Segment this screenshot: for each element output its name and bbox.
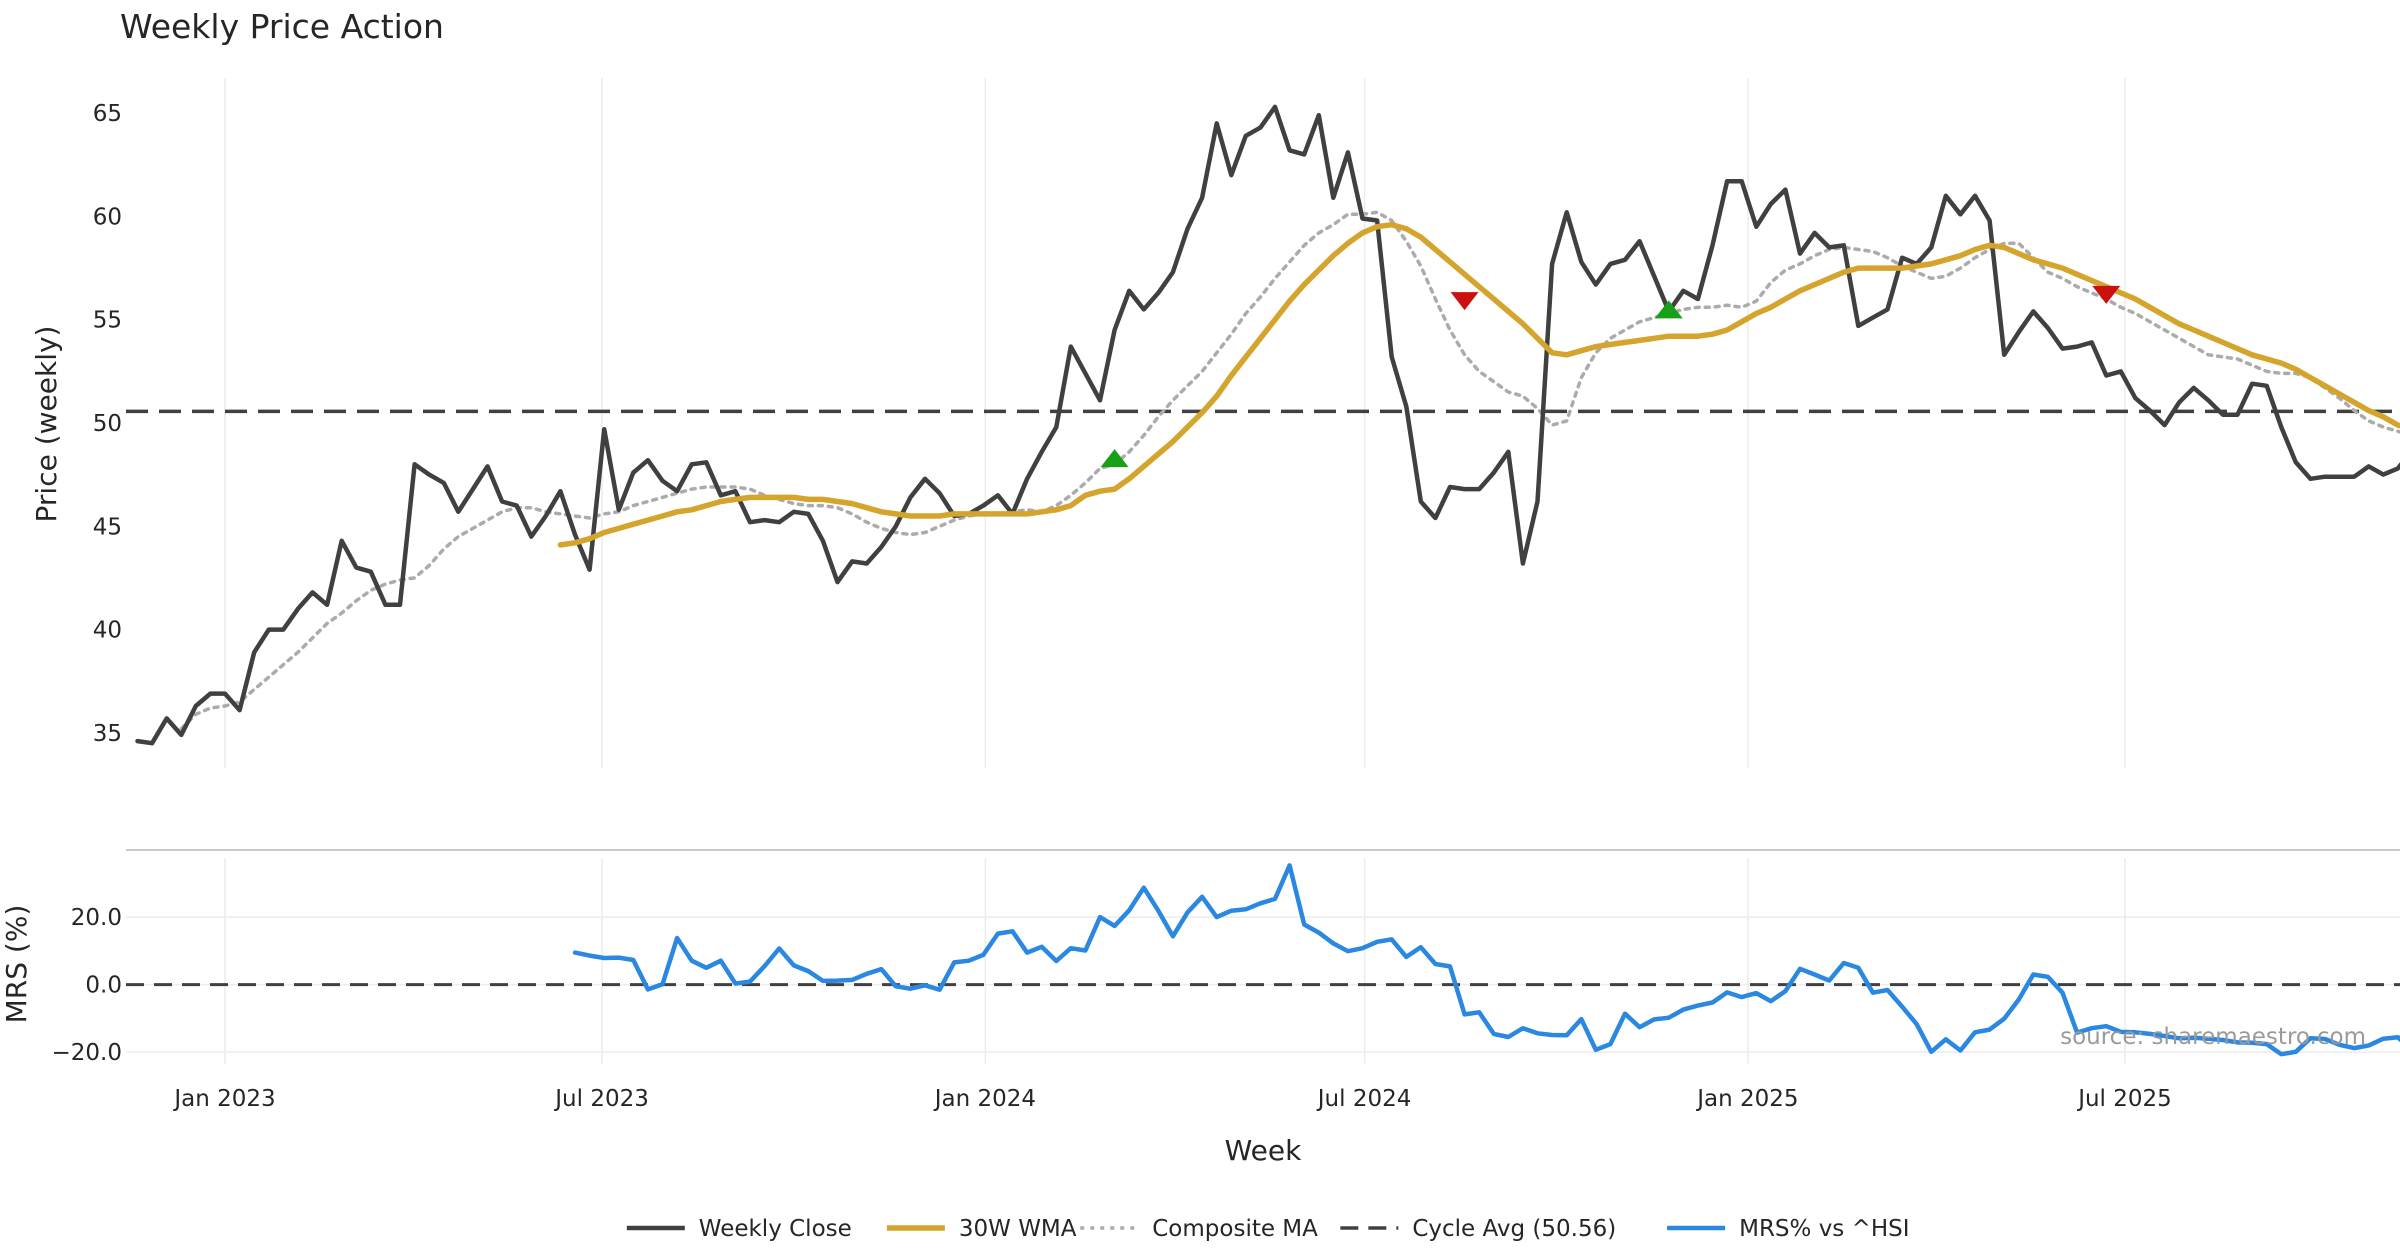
mrs-series-group — [572, 863, 2400, 1057]
buy-signal-marker — [1654, 300, 1683, 319]
signal-markers — [1100, 285, 2121, 468]
mrs-y-tick-label: −20.0 — [52, 1040, 122, 1066]
series-close-line — [135, 104, 2400, 746]
x-axis-label: Week — [1225, 1134, 1302, 1167]
mrs-y-ticks: 20.0 0.0 −20.0 — [52, 905, 122, 1066]
legend-item-close: Weekly Close — [626, 1216, 852, 1242]
chart-title: Weekly Price Action — [120, 7, 444, 46]
series-comp-line — [179, 210, 2400, 731]
x-tick-label: Jul 2023 — [553, 1086, 649, 1112]
price-y-axis-label: Price (weekly) — [30, 326, 63, 523]
x-tick-label: Jan 2023 — [172, 1086, 275, 1112]
price-y-tick-label: 60 — [93, 204, 122, 230]
mrs-y-tick-label: 0.0 — [85, 973, 122, 999]
series-mrs-line — [572, 863, 2400, 1057]
price-y-tick-label: 45 — [93, 514, 122, 540]
legend: Weekly Close 30W WMA Composite MA Cycle Avg… — [626, 1216, 1910, 1242]
mrs-y-axis-label: MRS (%) — [0, 905, 33, 1024]
x-tick-label: Jan 2025 — [1695, 1086, 1798, 1112]
price-series-group — [135, 104, 2400, 746]
sell-signal-marker — [1450, 292, 1479, 311]
mrs-y-tick-label: 20.0 — [71, 905, 122, 931]
price-y-tick-label: 65 — [93, 101, 122, 127]
price-gridlines — [224, 78, 2126, 768]
x-axis-ticks: Jan 2023 Jul 2023 Jan 2024 Jul 2024 Jan 2025… — [172, 1086, 2171, 1112]
price-y-tick-label: 50 — [93, 411, 122, 437]
buy-signal-marker — [1100, 449, 1129, 468]
price-y-ticks: 35 40 45 50 55 60 65 — [93, 101, 122, 747]
legend-label: Weekly Close — [699, 1216, 852, 1242]
price-y-tick-label: 40 — [93, 618, 122, 644]
mrs-panel: 20.0 0.0 −20.0 MRS (%) source: sharemaestr… — [0, 858, 2400, 1066]
legend-item-comp: Composite MA — [1080, 1216, 1318, 1242]
mrs-gridlines — [126, 858, 2400, 1064]
legend-item-wma: 30W WMA — [886, 1216, 1077, 1242]
price-y-tick-label: 35 — [93, 721, 122, 747]
source-credit: source: sharemaestro.com — [2060, 1024, 2366, 1050]
legend-item-cycle: Cycle Avg (50.56) — [1340, 1216, 1616, 1242]
legend-item-mrs: MRS% vs ^HSI — [1667, 1216, 1910, 1242]
price-y-tick-label: 55 — [93, 308, 122, 334]
x-tick-label: Jan 2024 — [933, 1086, 1036, 1112]
price-panel: 35 40 45 50 55 60 65 Price (weekly) — [30, 78, 2400, 768]
legend-label: Composite MA — [1152, 1216, 1318, 1242]
legend-label: 30W WMA — [959, 1216, 1077, 1242]
x-tick-label: Jul 2025 — [2076, 1086, 2172, 1112]
sell-signal-marker — [2092, 285, 2121, 304]
legend-label: MRS% vs ^HSI — [1739, 1216, 1909, 1242]
legend-label: Cycle Avg (50.56) — [1412, 1216, 1616, 1242]
x-tick-label: Jul 2024 — [1316, 1086, 1412, 1112]
series-wma-line — [557, 221, 2400, 548]
